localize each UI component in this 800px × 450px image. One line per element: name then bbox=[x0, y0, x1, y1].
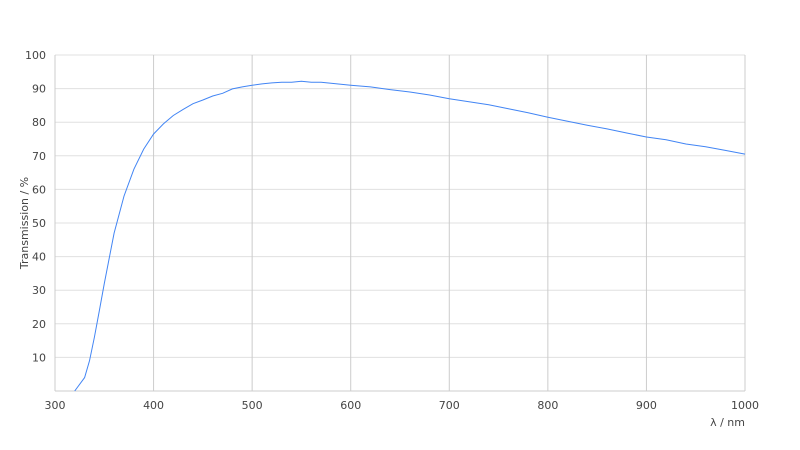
x-axis-label: λ / nm bbox=[710, 416, 745, 429]
x-tick-label: 1000 bbox=[731, 399, 759, 412]
x-tick-label: 400 bbox=[143, 399, 164, 412]
y-tick-label: 80 bbox=[32, 116, 46, 129]
x-tick-label: 800 bbox=[537, 399, 558, 412]
x-tick-label: 700 bbox=[439, 399, 460, 412]
y-tick-label: 60 bbox=[32, 183, 46, 196]
x-tick-label: 600 bbox=[340, 399, 361, 412]
y-axis-label: Transmission / % bbox=[18, 177, 31, 270]
series-line bbox=[74, 80, 746, 392]
y-tick-label: 50 bbox=[32, 217, 46, 230]
y-tick-label: 100 bbox=[25, 49, 46, 62]
y-tick-label: 10 bbox=[32, 351, 46, 364]
grid bbox=[54, 54, 746, 392]
y-tick-label: 30 bbox=[32, 284, 46, 297]
x-tick-label: 900 bbox=[636, 399, 657, 412]
y-tick-label: 70 bbox=[32, 150, 46, 163]
y-tick-label: 40 bbox=[32, 251, 46, 264]
y-tick-label: 90 bbox=[32, 83, 46, 96]
tick-labels: 10 20 30 40 50 60 70 80 90 100 300 400 500 600 700 800 9… bbox=[25, 49, 759, 412]
x-tick-label: 300 bbox=[45, 399, 66, 412]
y-tick-label: 20 bbox=[32, 318, 46, 331]
x-tick-label: 500 bbox=[242, 399, 263, 412]
